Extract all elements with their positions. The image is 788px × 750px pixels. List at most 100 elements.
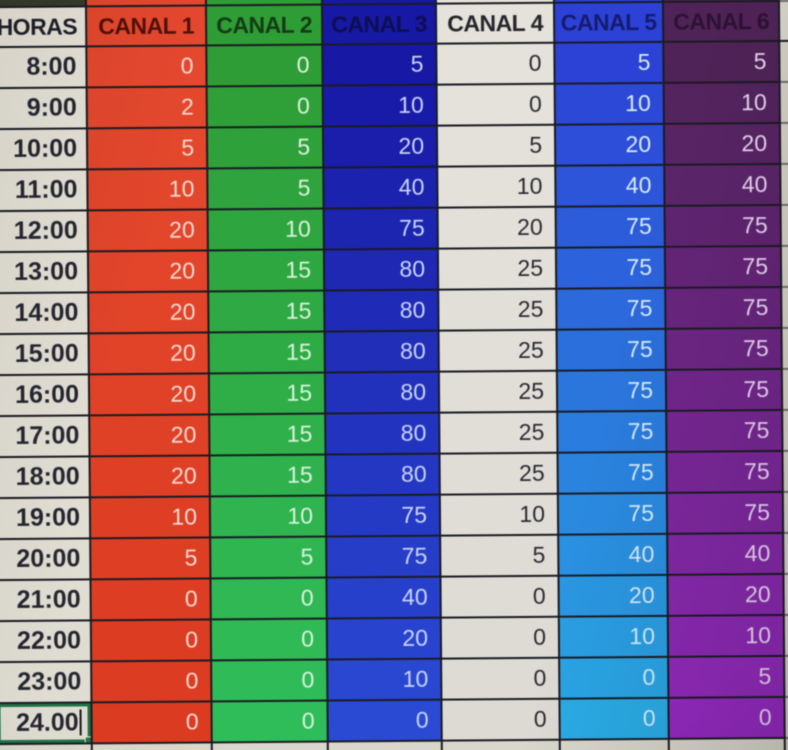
value-cell-canal5[interactable]: 75 xyxy=(556,287,666,330)
hour-cell[interactable]: 17:00 xyxy=(0,415,90,458)
value-cell-canal5[interactable]: 20 xyxy=(558,574,668,617)
value-cell-canal3[interactable]: 80 xyxy=(324,330,439,373)
value-cell-canal5[interactable]: 0 xyxy=(559,656,669,699)
empty-cell[interactable] xyxy=(0,743,93,750)
value-cell-canal4[interactable]: 20 xyxy=(437,206,556,249)
value-cell-canal3[interactable]: 5 xyxy=(322,43,437,86)
hour-cell[interactable]: 22:00 xyxy=(0,620,92,663)
fill-handle[interactable] xyxy=(84,736,92,745)
value-cell-canal2[interactable]: 15 xyxy=(208,372,326,415)
header-canal-5[interactable]: CANAL 5 xyxy=(553,1,664,43)
value-cell-canal3[interactable]: 75 xyxy=(323,207,438,250)
value-cell-canal1[interactable]: 10 xyxy=(87,168,208,211)
value-cell-canal1[interactable]: 5 xyxy=(90,537,211,580)
value-cell-canal5[interactable]: 75 xyxy=(557,451,667,494)
value-cell-canal1[interactable]: 2 xyxy=(86,86,207,129)
value-cell-canal3[interactable]: 40 xyxy=(326,576,441,619)
value-cell-canal6[interactable]: 10 xyxy=(663,81,780,124)
value-cell-canal2[interactable]: 0 xyxy=(211,659,328,702)
hour-cell[interactable]: 16:00 xyxy=(0,374,90,417)
header-canal-2[interactable]: CANAL 2 xyxy=(205,4,323,46)
value-cell-canal4[interactable]: 25 xyxy=(439,452,558,495)
hour-cell[interactable]: 13:00 xyxy=(0,251,89,294)
value-cell-canal4[interactable]: 10 xyxy=(439,493,559,536)
hour-cell[interactable]: 20:00 xyxy=(0,538,91,581)
value-cell-canal6[interactable]: 75 xyxy=(666,450,783,493)
value-cell-canal3[interactable]: 80 xyxy=(325,453,440,496)
empty-cell[interactable] xyxy=(91,742,213,750)
value-cell-canal1[interactable]: 20 xyxy=(87,250,209,293)
value-cell-canal3[interactable]: 80 xyxy=(324,289,439,332)
value-cell-canal6[interactable]: 10 xyxy=(667,614,785,657)
hour-cell[interactable]: 12:00 xyxy=(0,210,88,253)
value-cell-canal6[interactable]: 40 xyxy=(664,163,781,206)
value-cell-canal4[interactable]: 0 xyxy=(436,83,555,126)
value-cell-canal3[interactable]: 40 xyxy=(323,166,438,209)
value-cell-canal4[interactable]: 10 xyxy=(437,165,556,208)
value-cell-canal4[interactable]: 5 xyxy=(436,124,556,167)
header-canal-3[interactable]: CANAL 3 xyxy=(321,3,437,45)
value-cell-canal4[interactable]: 0 xyxy=(441,698,560,741)
empty-cell[interactable] xyxy=(211,741,329,750)
value-cell-canal6[interactable]: 75 xyxy=(666,409,783,452)
hour-cell[interactable]: 19:00 xyxy=(0,497,91,540)
hour-cell[interactable]: 15:00 xyxy=(0,333,89,376)
value-cell-canal3[interactable]: 80 xyxy=(324,371,440,414)
value-cell-canal5[interactable]: 75 xyxy=(557,410,667,453)
value-cell-canal3[interactable]: 20 xyxy=(322,125,438,168)
header-canal-4[interactable]: CANAL 4 xyxy=(435,2,555,44)
value-cell-canal1[interactable]: 20 xyxy=(89,455,210,498)
value-cell-canal2[interactable]: 15 xyxy=(208,290,325,333)
value-cell-canal4[interactable]: 0 xyxy=(441,657,560,700)
value-cell-canal2[interactable]: 0 xyxy=(206,85,323,128)
value-cell-canal5[interactable]: 75 xyxy=(557,492,668,535)
value-cell-canal6[interactable]: 75 xyxy=(664,245,782,288)
value-cell-canal3[interactable]: 75 xyxy=(326,535,441,578)
hour-cell[interactable]: 9:00 xyxy=(0,87,87,130)
value-cell-canal1[interactable]: 20 xyxy=(88,332,209,375)
value-cell-canal2[interactable]: 15 xyxy=(207,249,325,292)
empty-cell[interactable] xyxy=(668,737,786,750)
value-cell-canal1[interactable]: 10 xyxy=(89,496,211,539)
value-cell-canal5[interactable]: 10 xyxy=(558,615,669,658)
value-cell-canal4[interactable]: 25 xyxy=(438,288,557,331)
value-cell-canal2[interactable]: 5 xyxy=(207,167,324,210)
hour-cell[interactable]: 24.00 xyxy=(0,702,92,745)
value-cell-canal6[interactable]: 5 xyxy=(668,655,785,698)
value-cell-canal5[interactable]: 10 xyxy=(554,82,664,125)
value-cell-canal6[interactable]: 75 xyxy=(665,286,782,329)
value-cell-canal1[interactable]: 0 xyxy=(91,660,212,703)
value-cell-canal1[interactable]: 20 xyxy=(87,209,208,252)
value-cell-canal3[interactable]: 0 xyxy=(327,699,442,742)
value-cell-canal5[interactable]: 75 xyxy=(556,328,666,371)
value-cell-canal6[interactable]: 5 xyxy=(663,40,780,83)
value-cell-canal4[interactable]: 0 xyxy=(436,42,555,85)
value-cell-canal2[interactable]: 5 xyxy=(210,536,327,579)
value-cell-canal1[interactable]: 20 xyxy=(88,373,210,416)
value-cell-canal1[interactable]: 0 xyxy=(90,619,212,662)
header-horas[interactable]: HORAS xyxy=(0,6,87,48)
value-cell-canal6[interactable]: 20 xyxy=(667,573,784,616)
value-cell-canal5[interactable]: 75 xyxy=(555,246,666,289)
empty-cell[interactable] xyxy=(327,740,443,750)
hour-cell[interactable]: 14:00 xyxy=(0,292,89,335)
hour-cell[interactable]: 21:00 xyxy=(0,579,91,622)
value-cell-canal3[interactable]: 10 xyxy=(327,658,442,701)
value-cell-canal2[interactable]: 10 xyxy=(209,495,327,538)
hour-cell[interactable]: 18:00 xyxy=(0,456,90,499)
value-cell-canal6[interactable]: 0 xyxy=(668,696,785,739)
value-cell-canal6[interactable]: 40 xyxy=(667,532,784,575)
value-cell-canal1[interactable]: 20 xyxy=(89,414,210,457)
value-cell-canal1[interactable]: 0 xyxy=(86,45,207,88)
value-cell-canal2[interactable]: 10 xyxy=(207,208,324,251)
value-cell-canal6[interactable]: 20 xyxy=(663,122,781,165)
value-cell-canal5[interactable]: 40 xyxy=(558,533,668,576)
value-cell-canal5[interactable]: 0 xyxy=(559,697,669,740)
value-cell-canal4[interactable]: 25 xyxy=(438,329,557,372)
hour-cell[interactable]: 23:00 xyxy=(0,661,92,704)
header-canal-1[interactable]: CANAL 1 xyxy=(85,5,207,47)
value-cell-canal3[interactable]: 20 xyxy=(326,617,442,660)
value-cell-canal1[interactable]: 0 xyxy=(91,701,212,744)
value-cell-canal4[interactable]: 5 xyxy=(440,534,559,577)
value-cell-canal4[interactable]: 25 xyxy=(437,247,557,290)
